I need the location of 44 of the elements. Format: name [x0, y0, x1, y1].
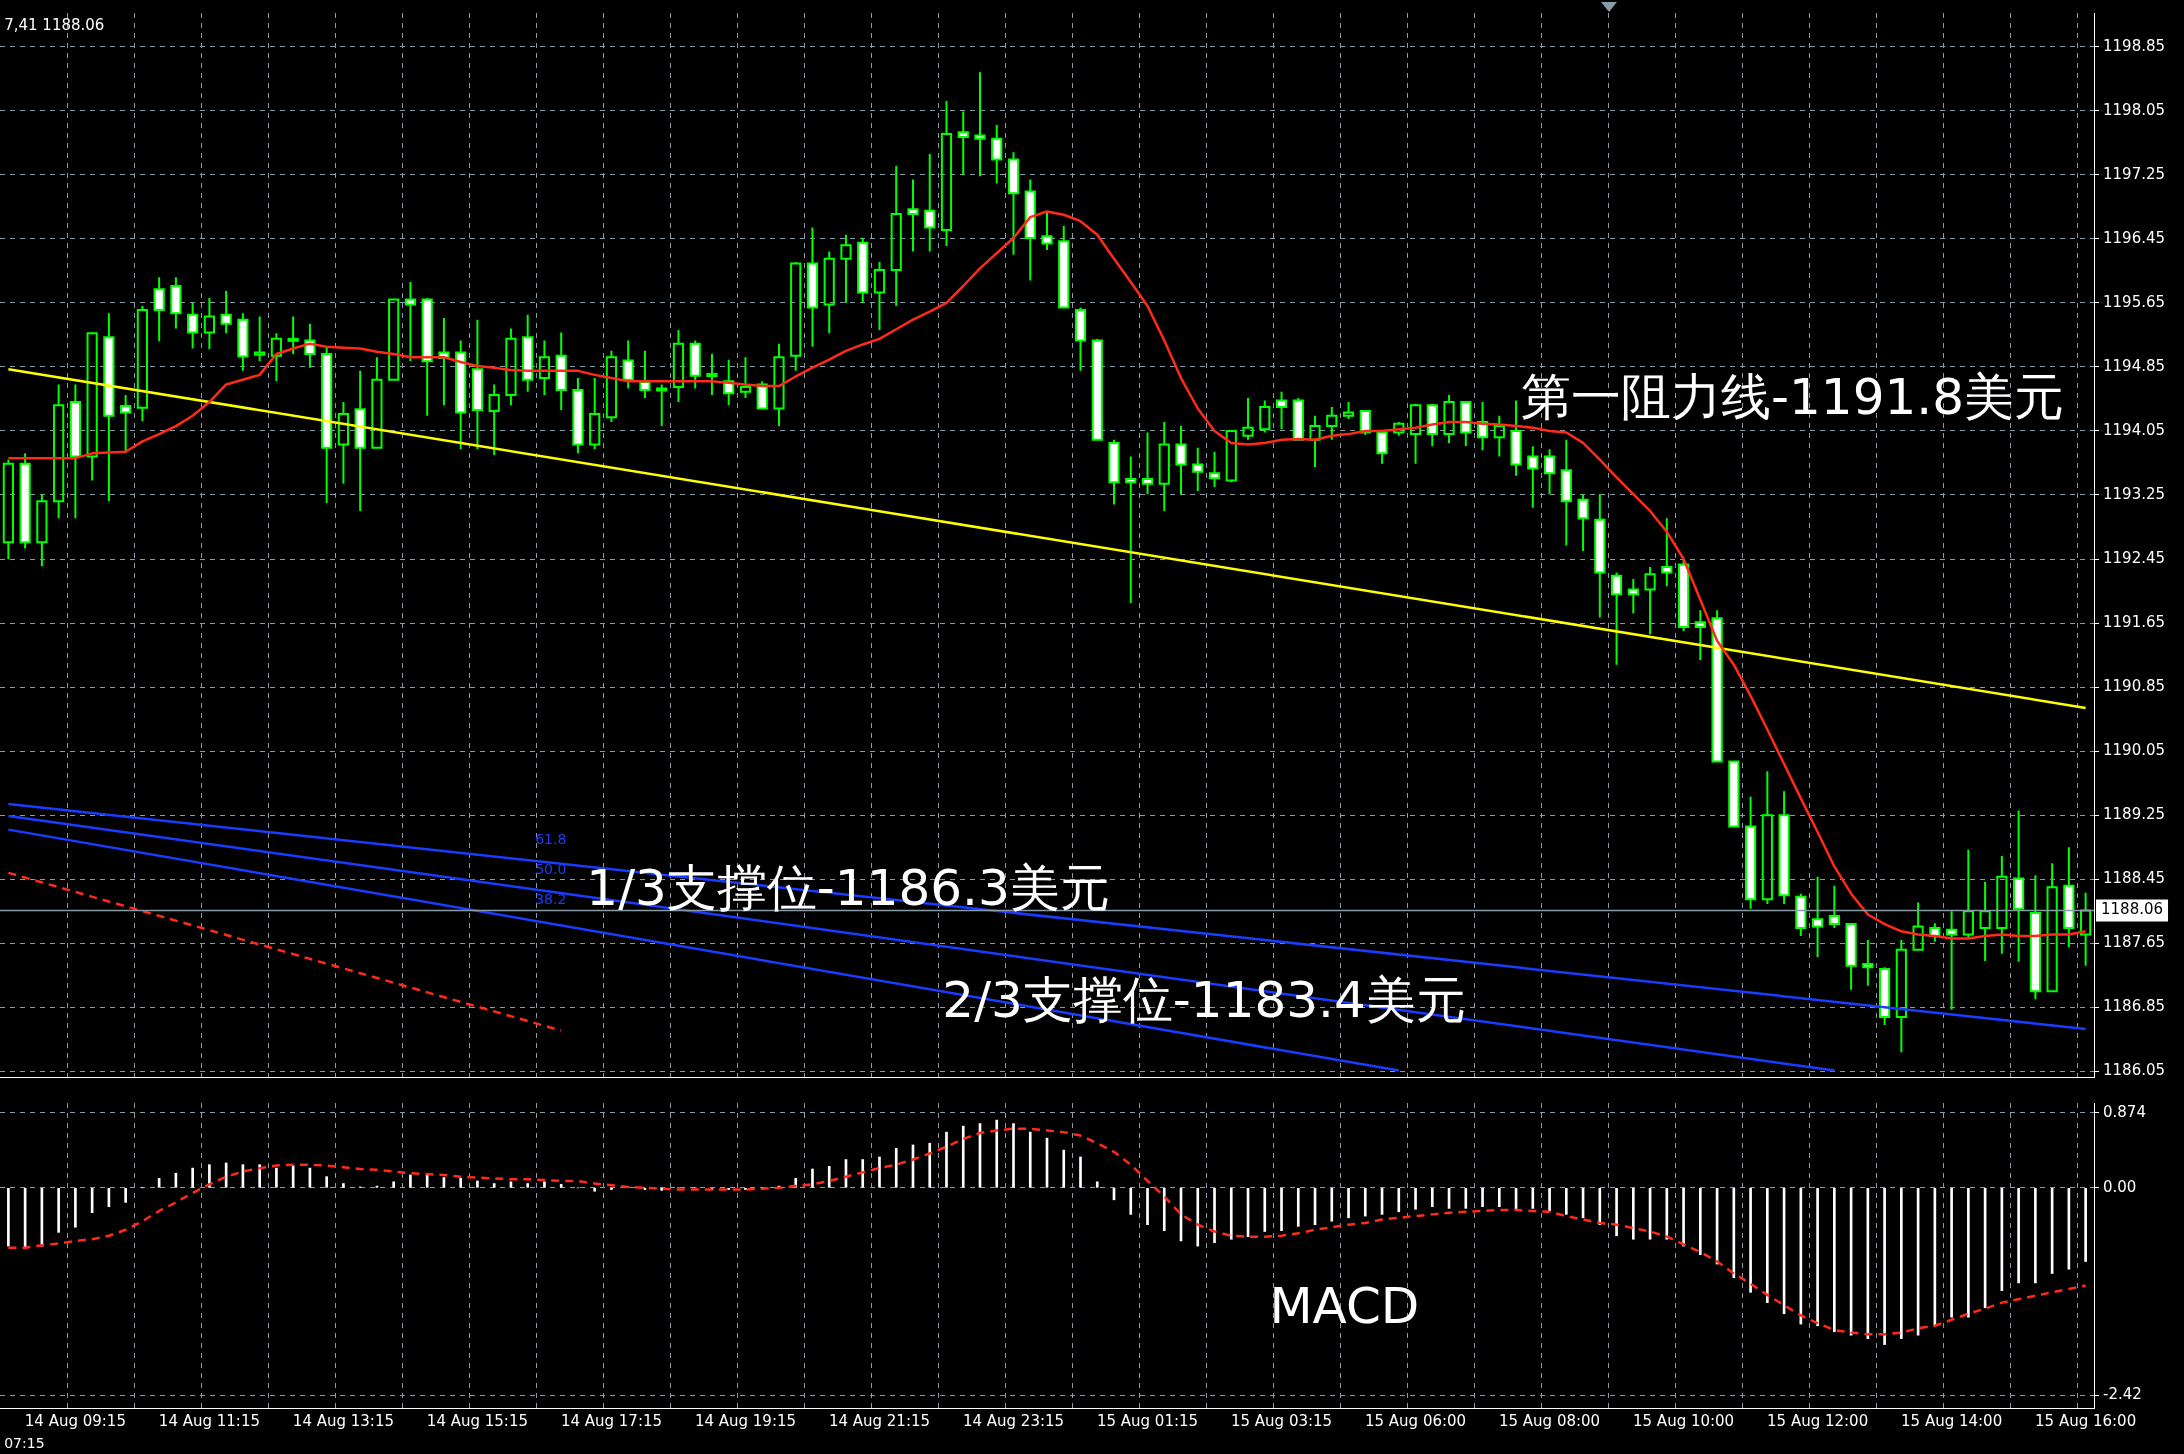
- y-tick-label: 1189.25: [2103, 805, 2166, 824]
- x-tick-label: 14 Aug 17:15: [560, 1411, 663, 1430]
- x-tick-label: 15 Aug 14:00: [1901, 1411, 2003, 1430]
- y-tick-label: 1186.05: [2103, 1061, 2166, 1080]
- annotation: 7,41 1188.06: [4, 15, 105, 34]
- x-tick-label: 15 Aug 03:15: [1230, 1411, 1333, 1430]
- x-tick-label: 15 Aug 12:00: [1767, 1411, 1869, 1430]
- x-tick-label: 14 Aug 19:15: [694, 1411, 797, 1430]
- x-tick-label: 15 Aug 06:00: [1364, 1411, 1467, 1430]
- ref-line-label: 1188.06: [2101, 900, 2164, 919]
- annotation: 50.0: [535, 861, 567, 878]
- y-tick-label: 0.874: [2103, 1102, 2146, 1121]
- annotation: 38.2: [535, 891, 567, 908]
- annotation: 61.8: [535, 831, 567, 848]
- y-tick-label: 1193.25: [2103, 484, 2166, 503]
- y-tick-label: 1198.85: [2103, 36, 2166, 55]
- x-tick-label: 15 Aug 01:15: [1096, 1411, 1199, 1430]
- y-tick-label: 1195.65: [2103, 292, 2166, 311]
- x-tick-label: 14 Aug 09:15: [24, 1411, 126, 1430]
- y-tick-label: 1187.65: [2103, 933, 2166, 952]
- x-tick-label: 14 Aug 11:15: [158, 1411, 260, 1430]
- y-tick-label: -2.42: [2103, 1385, 2142, 1404]
- y-tick-label: 1197.25: [2103, 164, 2166, 183]
- y-tick-label: 1198.05: [2103, 100, 2166, 119]
- x-tick-label: 14 Aug 13:15: [292, 1411, 394, 1430]
- y-tick-label: 1186.85: [2103, 997, 2166, 1016]
- y-tick-label: 1190.05: [2103, 741, 2166, 760]
- x-tick-label: 14 Aug 23:15: [962, 1411, 1065, 1430]
- y-tick-label: 1196.45: [2103, 228, 2166, 247]
- x-tick-label: 15 Aug 16:00: [2035, 1411, 2137, 1430]
- y-tick-label: 1194.85: [2103, 356, 2166, 375]
- y-tick-label: 1194.05: [2103, 420, 2166, 439]
- annotation: 第一阻力线-1191.8美元: [1520, 368, 2064, 427]
- x-tick-label: 14 Aug 15:15: [426, 1411, 528, 1430]
- annotation: MACD: [1269, 1277, 1420, 1336]
- y-tick-label: 1192.45: [2103, 548, 2166, 567]
- y-tick-label: 1191.65: [2103, 612, 2166, 631]
- y-tick-label: 1190.85: [2103, 677, 2166, 695]
- text: 07:15: [4, 1435, 45, 1452]
- x-tick-label: 14 Aug 21:15: [828, 1411, 931, 1430]
- x-tick-label: 15 Aug 08:00: [1498, 1411, 1601, 1430]
- y-tick-label: 0.00: [2103, 1177, 2137, 1196]
- y-tick-label: 1188.45: [2103, 869, 2166, 888]
- x-tick-label: 15 Aug 10:00: [1633, 1411, 1735, 1430]
